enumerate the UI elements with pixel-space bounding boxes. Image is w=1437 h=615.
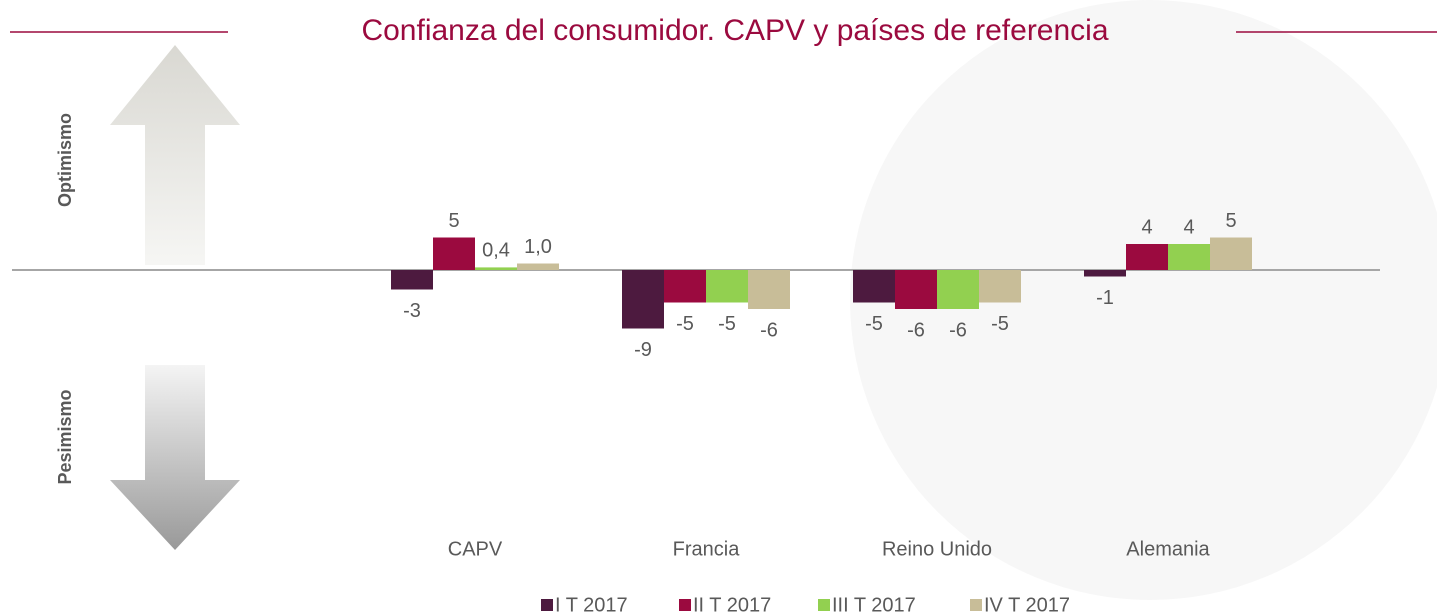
down-label: Pesimismo: [55, 389, 75, 484]
x-tick-label: Francia: [673, 538, 741, 560]
up-label: Optimismo: [55, 113, 75, 207]
legend-label: IV T 2017: [984, 594, 1070, 615]
bar: [748, 270, 790, 309]
chart-title: Confianza del consumidor. CAPV y países …: [361, 14, 1108, 47]
up-arrow: [110, 45, 240, 265]
bar: [853, 270, 895, 303]
legend-swatch: [818, 599, 830, 611]
bar: [517, 263, 559, 270]
bar: [937, 270, 979, 309]
data-label: -1: [1096, 287, 1114, 309]
data-label: 5: [1225, 210, 1236, 232]
data-label: 4: [1183, 216, 1194, 238]
bar: [979, 270, 1021, 303]
data-label: -5: [991, 313, 1009, 335]
legend-label: I T 2017: [555, 594, 628, 615]
data-label: -5: [865, 313, 883, 335]
legend-swatch: [970, 599, 982, 611]
bar: [475, 267, 517, 270]
data-label: 1,0: [524, 236, 552, 258]
x-tick-label: CAPV: [448, 538, 503, 560]
data-label: 4: [1141, 216, 1152, 238]
bar: [433, 237, 475, 270]
bar: [1168, 244, 1210, 270]
data-label: -9: [634, 339, 652, 361]
data-label: -5: [718, 313, 736, 335]
legend-swatch: [679, 599, 691, 611]
data-label: -6: [949, 319, 967, 341]
legend-label: II T 2017: [693, 594, 771, 615]
bar: [391, 270, 433, 290]
x-tick-label: Reino Unido: [882, 538, 992, 560]
bar: [622, 270, 664, 329]
legend-label: III T 2017: [832, 594, 916, 615]
data-label: -5: [676, 313, 694, 335]
bar: [664, 270, 706, 303]
down-arrow: [110, 365, 240, 550]
bar: [895, 270, 937, 309]
bar: [1210, 237, 1252, 270]
data-label: -3: [403, 300, 421, 322]
data-label: 0,4: [482, 240, 510, 262]
bar: [1084, 270, 1126, 277]
x-tick-label: Alemania: [1126, 538, 1210, 560]
bar: [706, 270, 748, 303]
legend-swatch: [541, 599, 553, 611]
data-label: 5: [448, 210, 459, 232]
watermark: [850, 0, 1437, 600]
data-label: -6: [760, 319, 778, 341]
data-label: -6: [907, 319, 925, 341]
bar: [1126, 244, 1168, 270]
